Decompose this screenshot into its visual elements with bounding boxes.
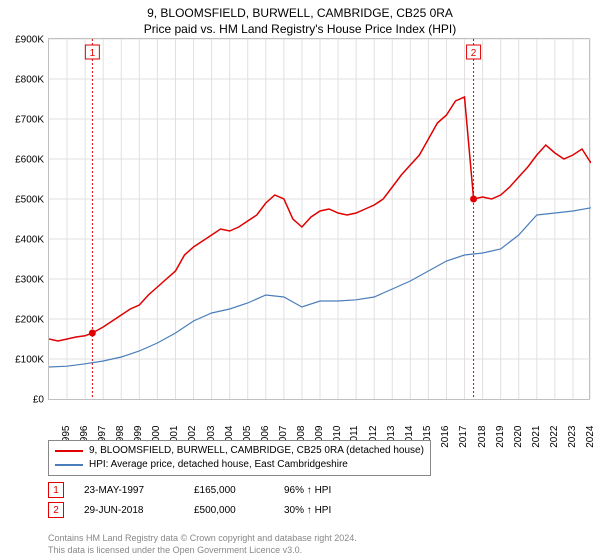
marker-badge: 1 <box>48 482 64 498</box>
x-tick-label: 2019 <box>494 426 505 448</box>
chart-title-line2: Price paid vs. HM Land Registry's House … <box>0 20 600 38</box>
transaction-row: 1 23-MAY-1997 £165,000 96% ↑ HPI <box>48 482 331 498</box>
x-tick-label: 2020 <box>512 426 523 448</box>
footer-line2: This data is licensed under the Open Gov… <box>48 544 357 556</box>
legend-row: 9, BLOOMSFIELD, BURWELL, CAMBRIDGE, CB25… <box>55 444 424 458</box>
svg-text:2: 2 <box>471 48 477 59</box>
chart-title-line1: 9, BLOOMSFIELD, BURWELL, CAMBRIDGE, CB25… <box>0 0 600 20</box>
transaction-price: £500,000 <box>194 505 264 516</box>
y-tick-label: £600K <box>15 155 44 166</box>
x-tick-label: 2016 <box>440 426 451 448</box>
transaction-price: £165,000 <box>194 485 264 496</box>
transaction-date: 23-MAY-1997 <box>84 485 174 496</box>
chart-container: 9, BLOOMSFIELD, BURWELL, CAMBRIDGE, CB25… <box>0 0 600 560</box>
svg-text:1: 1 <box>90 48 96 59</box>
transaction-delta: 96% ↑ HPI <box>284 485 331 496</box>
footer: Contains HM Land Registry data © Crown c… <box>48 532 357 556</box>
y-tick-label: £500K <box>15 195 44 206</box>
y-axis: £0£100K£200K£300K£400K£500K£600K£700K£80… <box>0 40 46 400</box>
legend-label: 9, BLOOMSFIELD, BURWELL, CAMBRIDGE, CB25… <box>89 444 424 458</box>
plot-area: 12 <box>48 38 590 400</box>
x-tick-label: 2021 <box>530 426 541 448</box>
y-tick-label: £900K <box>15 35 44 46</box>
y-tick-label: £800K <box>15 75 44 86</box>
x-axis: 1995199619971998199920002001200220032004… <box>48 402 590 436</box>
y-tick-label: £200K <box>15 315 44 326</box>
x-tick-label: 2023 <box>567 426 578 448</box>
chart-svg: 12 <box>49 39 591 399</box>
x-tick-label: 2022 <box>549 426 560 448</box>
legend-swatch-icon <box>55 464 83 466</box>
y-tick-label: £700K <box>15 115 44 126</box>
footer-line1: Contains HM Land Registry data © Crown c… <box>48 532 357 544</box>
legend-swatch-icon <box>55 450 83 452</box>
y-tick-label: £100K <box>15 355 44 366</box>
transaction-delta: 30% ↑ HPI <box>284 505 331 516</box>
y-tick-label: £400K <box>15 235 44 246</box>
legend: 9, BLOOMSFIELD, BURWELL, CAMBRIDGE, CB25… <box>48 440 431 476</box>
legend-label: HPI: Average price, detached house, East… <box>89 458 348 472</box>
y-tick-label: £0 <box>33 395 44 406</box>
y-tick-label: £300K <box>15 275 44 286</box>
transaction-date: 29-JUN-2018 <box>84 505 174 516</box>
x-tick-label: 2017 <box>458 426 469 448</box>
legend-row: HPI: Average price, detached house, East… <box>55 458 424 472</box>
transaction-row: 2 29-JUN-2018 £500,000 30% ↑ HPI <box>48 502 331 518</box>
x-tick-label: 2024 <box>585 426 596 448</box>
x-tick-label: 2018 <box>476 426 487 448</box>
marker-badge: 2 <box>48 502 64 518</box>
